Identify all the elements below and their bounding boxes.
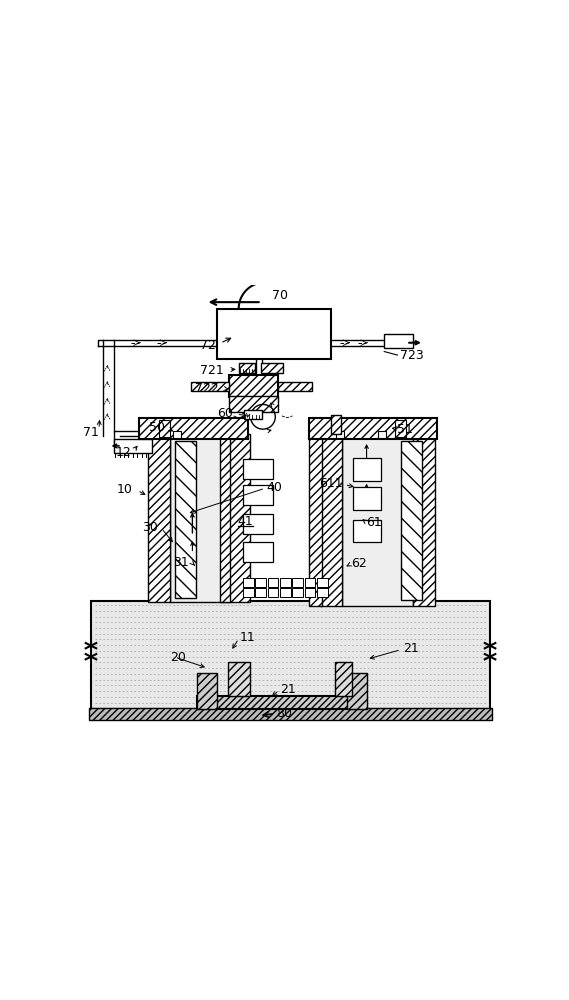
Bar xyxy=(243,459,273,479)
Bar xyxy=(268,588,278,597)
Text: 723: 723 xyxy=(399,349,423,362)
Text: 722: 722 xyxy=(195,382,219,395)
Bar xyxy=(353,520,381,542)
Text: 30: 30 xyxy=(142,521,158,534)
Bar xyxy=(261,363,283,373)
Bar xyxy=(243,485,273,505)
Text: 721: 721 xyxy=(200,364,223,377)
Bar xyxy=(343,432,413,606)
Text: 80: 80 xyxy=(276,707,292,720)
Bar xyxy=(317,578,328,587)
Bar xyxy=(228,662,250,696)
Bar xyxy=(347,673,366,709)
Text: 31: 31 xyxy=(174,556,189,569)
Text: 41: 41 xyxy=(237,515,253,528)
Bar xyxy=(217,309,331,359)
Bar xyxy=(139,418,248,439)
Bar xyxy=(149,434,170,602)
Bar xyxy=(292,588,303,597)
Bar xyxy=(191,382,229,391)
Bar xyxy=(243,514,273,534)
Bar xyxy=(91,601,490,709)
Bar xyxy=(197,696,366,709)
Bar xyxy=(239,363,255,373)
Text: 10: 10 xyxy=(117,483,133,496)
Text: 72: 72 xyxy=(200,339,216,352)
Bar xyxy=(197,673,217,709)
Text: 62: 62 xyxy=(352,557,368,570)
Text: 20: 20 xyxy=(170,651,186,664)
Bar xyxy=(305,588,315,597)
Bar xyxy=(280,588,291,597)
Text: 21: 21 xyxy=(280,683,296,696)
Bar xyxy=(170,434,228,602)
Bar xyxy=(114,439,152,453)
Text: 21: 21 xyxy=(403,642,418,655)
Bar xyxy=(336,431,344,438)
Text: 611: 611 xyxy=(319,477,343,490)
Bar xyxy=(353,487,381,510)
Bar xyxy=(243,542,273,562)
Bar xyxy=(245,410,262,419)
Bar xyxy=(378,431,386,438)
Bar xyxy=(255,588,266,597)
Text: 50: 50 xyxy=(149,421,164,434)
Text: 40: 40 xyxy=(266,481,282,494)
Bar xyxy=(255,578,266,587)
Bar xyxy=(331,415,341,434)
Text: 71: 71 xyxy=(83,426,98,439)
Bar xyxy=(228,434,250,602)
Bar xyxy=(220,434,230,602)
Bar xyxy=(413,432,435,606)
Bar xyxy=(175,441,196,598)
Bar xyxy=(172,431,182,438)
Bar xyxy=(353,458,381,481)
Bar xyxy=(89,708,492,720)
Text: 70: 70 xyxy=(272,289,288,302)
Bar xyxy=(310,418,437,439)
Bar xyxy=(320,432,343,606)
Text: 51: 51 xyxy=(397,423,413,436)
Text: 61: 61 xyxy=(366,516,382,529)
Bar xyxy=(384,334,413,348)
Bar xyxy=(335,662,352,696)
Bar xyxy=(229,396,278,412)
Text: 60: 60 xyxy=(217,407,233,420)
Bar xyxy=(278,382,312,391)
Bar xyxy=(292,578,303,587)
Bar xyxy=(317,588,328,597)
Bar xyxy=(243,578,254,587)
Text: 11: 11 xyxy=(240,631,255,644)
Bar xyxy=(310,432,321,606)
Bar xyxy=(243,588,254,597)
Bar xyxy=(305,578,315,587)
Text: 12: 12 xyxy=(116,446,131,459)
Bar xyxy=(401,441,422,600)
Bar xyxy=(159,420,170,437)
Bar xyxy=(268,578,278,587)
Bar xyxy=(280,578,291,587)
Bar xyxy=(395,420,406,437)
Bar xyxy=(229,375,278,397)
